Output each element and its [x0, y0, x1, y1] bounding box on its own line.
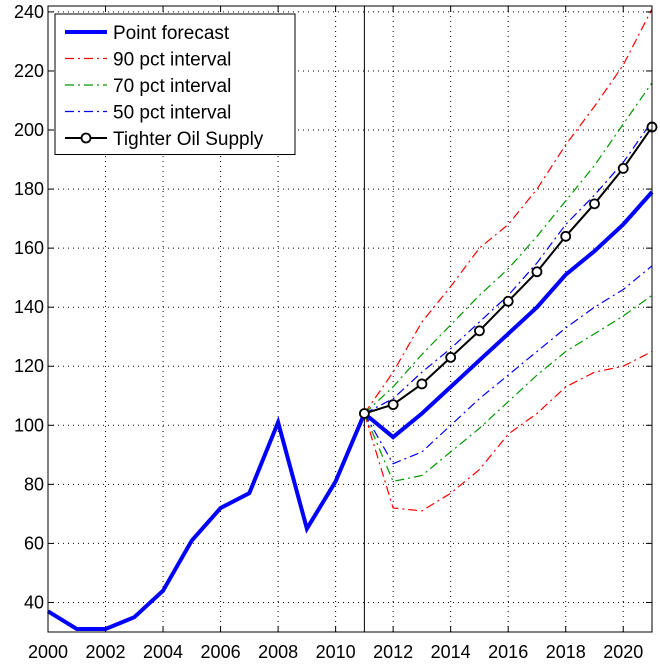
y-tick-label: 160	[14, 238, 44, 258]
x-tick-label: 2012	[373, 642, 413, 662]
series-4-point	[474, 325, 485, 337]
series-2-band-upper	[363, 82, 653, 414]
interval-bands	[363, 8, 653, 512]
y-tick-label: 180	[14, 179, 44, 199]
plot-frame	[47, 5, 653, 633]
forecast-lines	[46, 121, 658, 631]
legend-marker	[80, 132, 92, 144]
series-3-band-lower	[363, 265, 653, 465]
x-tick-label: 2016	[488, 642, 528, 662]
series-4-point	[445, 351, 457, 363]
y-tick-label: 100	[14, 415, 44, 435]
x-tick-label: 2000	[28, 642, 68, 662]
x-tick-label: 2018	[546, 642, 586, 662]
legend-entry-label: 90 pct interval	[113, 50, 231, 71]
series-4-point	[531, 266, 543, 278]
x-tick-label: 2004	[143, 642, 183, 662]
series-0-line	[46, 190, 654, 631]
series-4-point	[589, 198, 600, 210]
y-tick-label: 40	[24, 592, 44, 612]
x-tick-label: 2006	[201, 642, 241, 662]
legend: Point forecast 90 pct interval 70 pct inte…	[54, 13, 296, 155]
y-tick-label: 140	[14, 297, 44, 317]
series-4-point	[560, 230, 572, 242]
x-tick-label: 2020	[603, 642, 643, 662]
legend-entry-label: 70 pct interval	[113, 76, 231, 97]
y-tick-label: 240	[14, 2, 44, 22]
x-tick-label: 2010	[316, 642, 356, 662]
x-tick-label: 2002	[86, 642, 126, 662]
legend-entry-label: Point forecast	[113, 23, 230, 44]
series-4-point	[617, 163, 629, 174]
y-tick-label: 220	[14, 61, 44, 81]
y-tick-label: 80	[24, 474, 44, 494]
series-1-band-upper	[363, 8, 653, 414]
y-tick-label: 200	[14, 120, 44, 140]
series-3-band-upper	[364, 120, 653, 415]
series-2-band-lower	[363, 294, 653, 483]
series-1-band-lower	[363, 350, 653, 512]
series-4-point	[416, 378, 428, 390]
series-4-point	[502, 295, 514, 307]
series-4-point	[387, 399, 399, 411]
y-tick-label: 120	[14, 356, 44, 376]
legend-entry-label: Tighter Oil Supply	[113, 129, 264, 150]
series-4-point	[358, 408, 370, 419]
x-tick-label: 2014	[431, 642, 471, 662]
x-tick-label: 2008	[258, 642, 298, 662]
legend-entry-label: 50 pct interval	[113, 103, 231, 124]
y-tick-label: 60	[24, 533, 44, 553]
axis-ticks: 2000 2002 2004 2006 2008 2010 2012 2014 2016 2018…	[14, 2, 652, 662]
legend-box	[54, 13, 296, 155]
